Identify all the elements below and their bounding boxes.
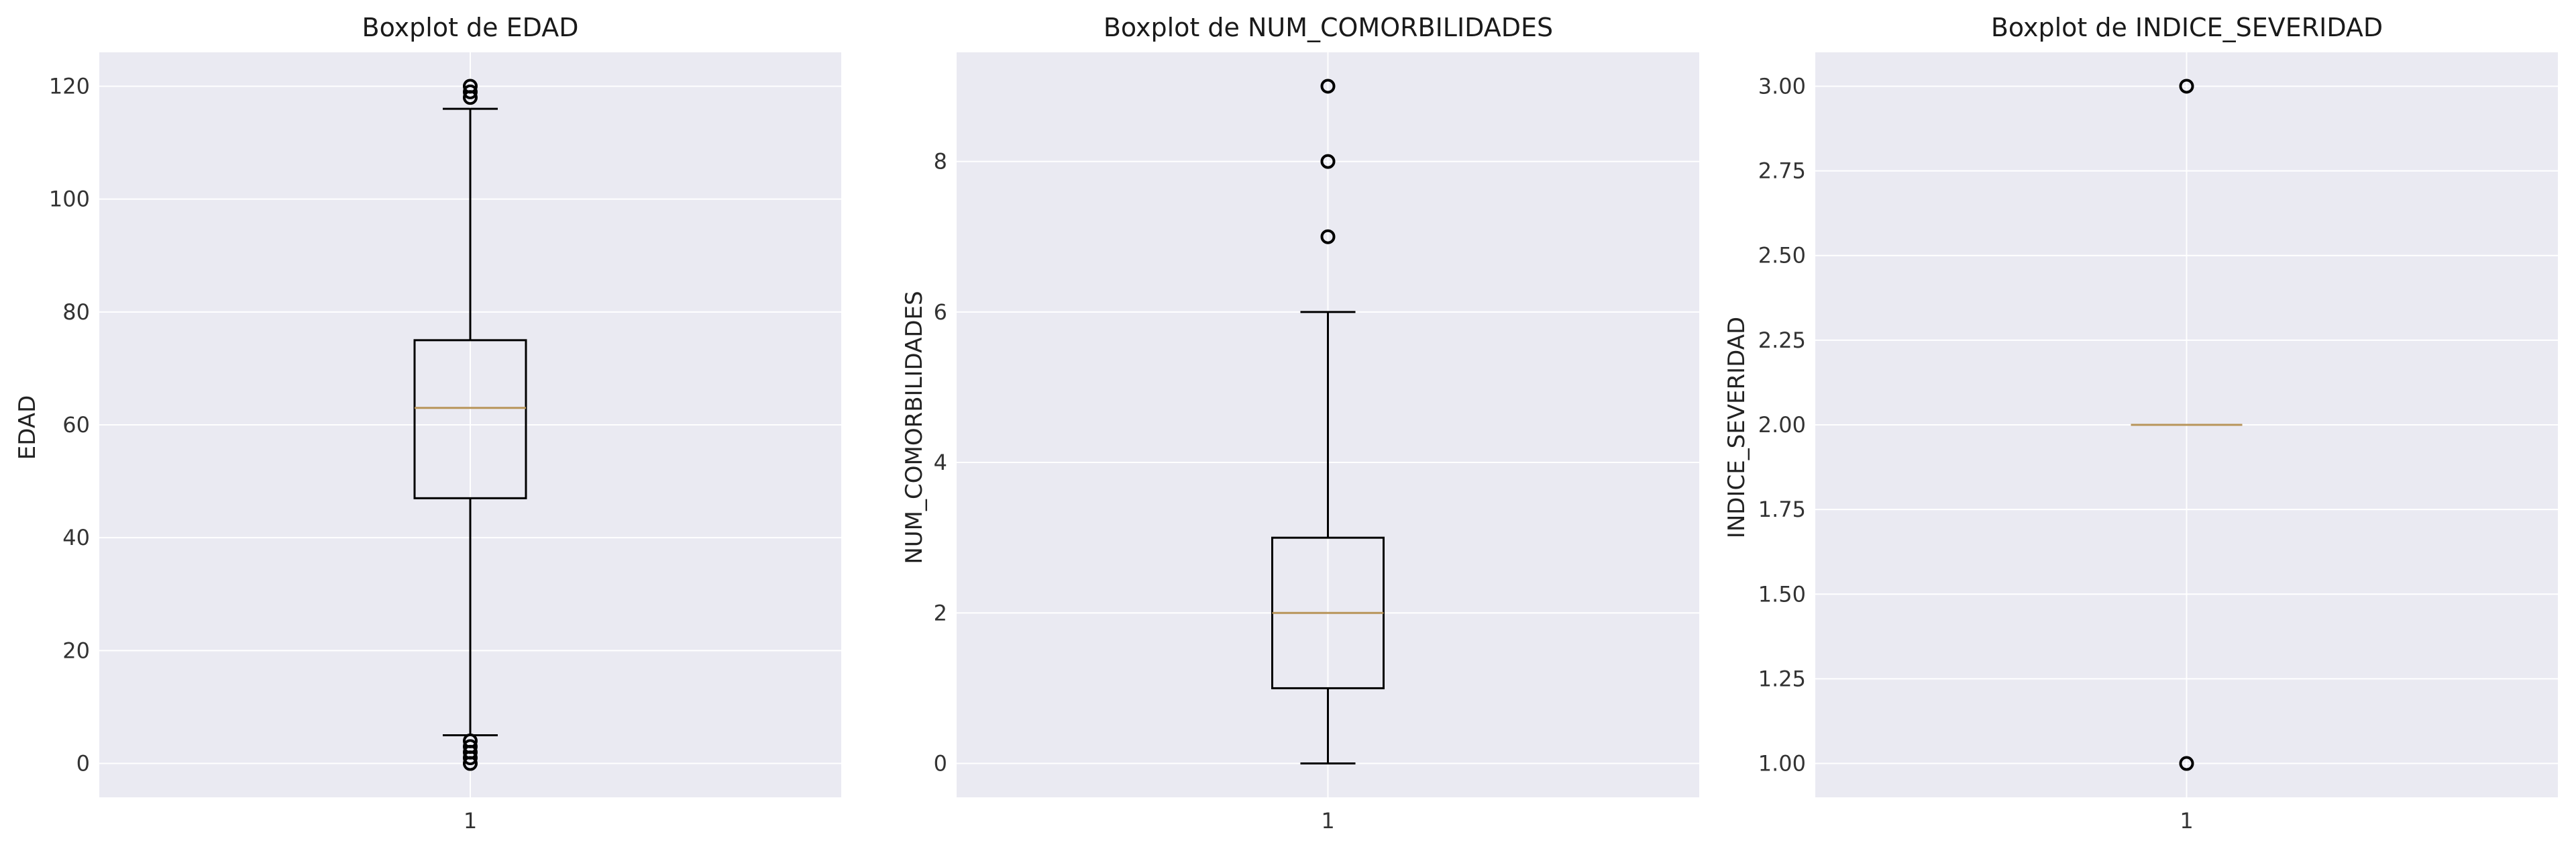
y-tick-label: 0 (76, 751, 90, 777)
y-tick-label: 40 (62, 525, 90, 550)
y-tick-label: 20 (62, 638, 90, 663)
chart-title: Boxplot de NUM_COMORBILIDADES (1104, 13, 1553, 42)
outlier-point (463, 733, 478, 748)
chart-title: Boxplot de INDICE_SEVERIDAD (1991, 13, 2383, 42)
y-tick-label: 2 (934, 600, 947, 626)
box-iqr (413, 339, 527, 499)
outlier-point (2179, 79, 2194, 94)
y-tick-label: 2.25 (1758, 328, 1806, 353)
y-tick-label: 120 (49, 73, 90, 99)
y-tick-label: 6 (934, 299, 947, 325)
outlier-point (1320, 154, 1336, 169)
y-tick-label: 100 (49, 187, 90, 212)
y-tick-label: 3.00 (1758, 73, 1806, 99)
y-axis-label: NUM_COMORBILIDADES (901, 291, 928, 564)
y-tick-label: 1.50 (1758, 581, 1806, 607)
x-tick-label: 1 (2180, 808, 2193, 834)
y-tick-label: 0 (934, 751, 947, 777)
y-tick-label: 60 (62, 412, 90, 438)
y-tick-label: 2.00 (1758, 412, 1806, 438)
chart-title: Boxplot de EDAD (362, 13, 579, 42)
y-tick-label: 2.75 (1758, 158, 1806, 184)
outlier-point (463, 84, 478, 99)
panel-num-comorbilidades: Boxplot de NUM_COMORBILIDADES NUM_COMORB… (901, 13, 1699, 834)
outlier-point (463, 739, 478, 754)
x-tick-label: 1 (1321, 808, 1334, 834)
x-tick-label: 1 (464, 808, 477, 834)
y-tick-label: 1.25 (1758, 666, 1806, 691)
y-tick-label: 1.75 (1758, 497, 1806, 522)
y-tick-label: 8 (934, 149, 947, 175)
y-axis-label: INDICE_SEVERIDAD (1723, 317, 1750, 538)
outlier-point (2179, 756, 2194, 771)
outlier-point (463, 79, 478, 94)
panel-indice-severidad: Boxplot de INDICE_SEVERIDAD INDICE_SEVER… (1723, 13, 2558, 834)
outlier-point (1320, 79, 1336, 94)
y-tick-label: 4 (934, 450, 947, 475)
y-tick-label: 80 (62, 299, 90, 325)
y-tick-label: 2.50 (1758, 243, 1806, 268)
y-tick-label: 1.00 (1758, 751, 1806, 777)
panel-edad: Boxplot de EDAD EDAD 0 20 40 60 80 100 120 1 (14, 13, 841, 834)
y-axis-label: EDAD (14, 395, 41, 460)
outlier-point (1320, 229, 1336, 244)
